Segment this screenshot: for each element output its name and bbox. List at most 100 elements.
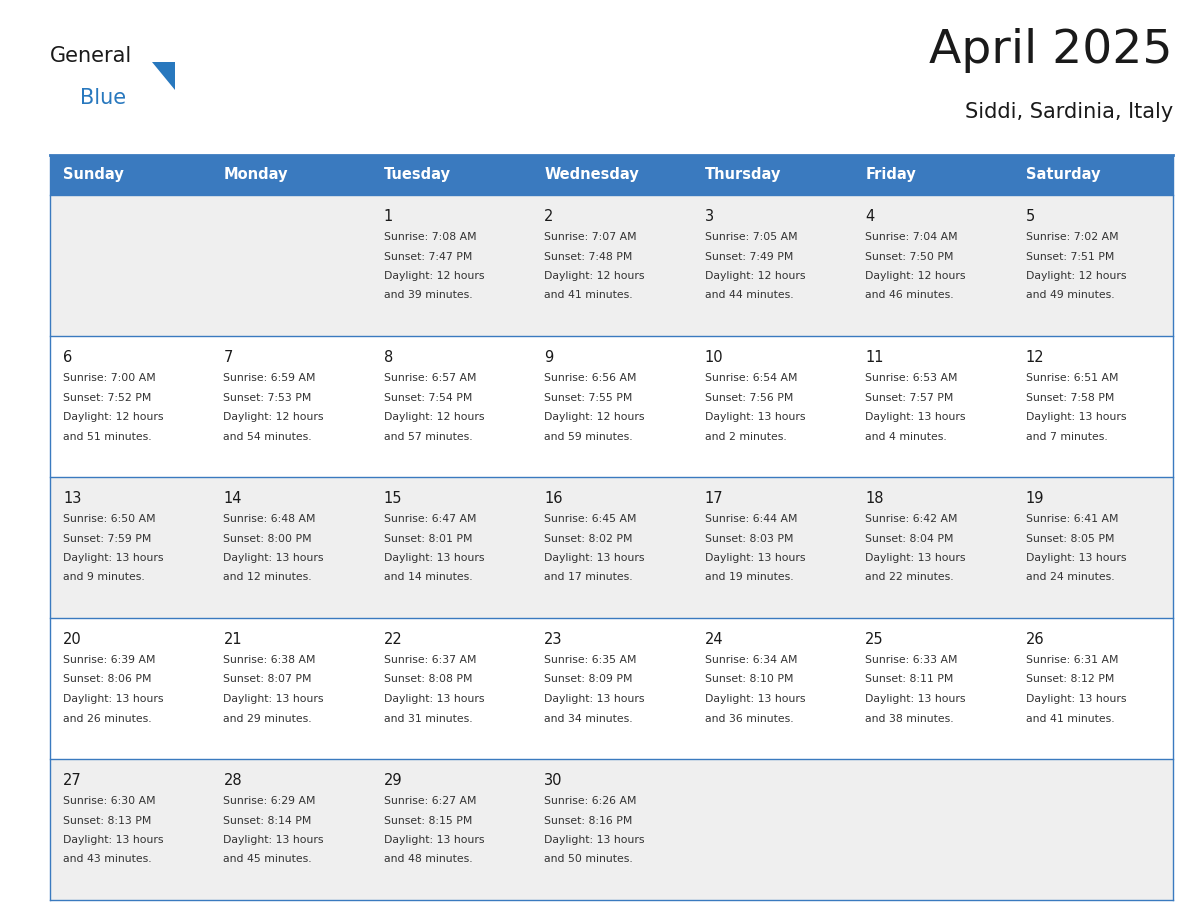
Text: 27: 27 [63, 773, 82, 788]
Text: Sunset: 8:11 PM: Sunset: 8:11 PM [865, 675, 954, 685]
Text: Sunrise: 6:54 AM: Sunrise: 6:54 AM [704, 373, 797, 383]
Text: Sunrise: 6:34 AM: Sunrise: 6:34 AM [704, 655, 797, 665]
Text: Sunset: 8:12 PM: Sunset: 8:12 PM [1025, 675, 1114, 685]
Text: Daylight: 12 hours: Daylight: 12 hours [1025, 271, 1126, 281]
Text: Daylight: 13 hours: Daylight: 13 hours [1025, 553, 1126, 563]
Text: 26: 26 [1025, 632, 1044, 647]
Text: Sunrise: 6:41 AM: Sunrise: 6:41 AM [1025, 514, 1118, 524]
Text: 13: 13 [63, 491, 81, 506]
Text: 2: 2 [544, 209, 554, 224]
Text: Daylight: 13 hours: Daylight: 13 hours [223, 553, 324, 563]
Text: Daylight: 12 hours: Daylight: 12 hours [544, 271, 645, 281]
Text: Sunset: 7:50 PM: Sunset: 7:50 PM [865, 252, 954, 262]
Text: Sunset: 8:06 PM: Sunset: 8:06 PM [63, 675, 152, 685]
Text: 29: 29 [384, 773, 403, 788]
Text: 9: 9 [544, 350, 554, 365]
Text: and 44 minutes.: and 44 minutes. [704, 290, 794, 300]
Text: Daylight: 13 hours: Daylight: 13 hours [865, 694, 966, 704]
Text: Daylight: 13 hours: Daylight: 13 hours [1025, 412, 1126, 422]
FancyBboxPatch shape [50, 477, 1173, 618]
Text: Wednesday: Wednesday [544, 167, 639, 183]
Text: Daylight: 12 hours: Daylight: 12 hours [63, 412, 164, 422]
Text: Daylight: 13 hours: Daylight: 13 hours [544, 694, 645, 704]
Text: Sunset: 7:57 PM: Sunset: 7:57 PM [865, 393, 954, 402]
Text: 24: 24 [704, 632, 723, 647]
Text: Sunset: 8:05 PM: Sunset: 8:05 PM [1025, 533, 1114, 543]
Text: Sunrise: 7:04 AM: Sunrise: 7:04 AM [865, 232, 958, 242]
FancyBboxPatch shape [50, 336, 1173, 477]
FancyBboxPatch shape [50, 759, 1173, 900]
Text: Sunday: Sunday [63, 167, 124, 183]
Text: Sunset: 8:10 PM: Sunset: 8:10 PM [704, 675, 794, 685]
Text: Sunset: 8:03 PM: Sunset: 8:03 PM [704, 533, 794, 543]
Text: Daylight: 13 hours: Daylight: 13 hours [544, 553, 645, 563]
Text: Sunset: 7:49 PM: Sunset: 7:49 PM [704, 252, 794, 262]
Text: Sunrise: 6:29 AM: Sunrise: 6:29 AM [223, 796, 316, 806]
Text: Saturday: Saturday [1025, 167, 1100, 183]
Text: Sunrise: 6:35 AM: Sunrise: 6:35 AM [544, 655, 637, 665]
Text: Daylight: 13 hours: Daylight: 13 hours [544, 835, 645, 845]
Text: 8: 8 [384, 350, 393, 365]
Text: Blue: Blue [80, 88, 126, 108]
Text: 7: 7 [223, 350, 233, 365]
Text: and 50 minutes.: and 50 minutes. [544, 855, 633, 865]
Text: Sunrise: 6:50 AM: Sunrise: 6:50 AM [63, 514, 156, 524]
Text: 30: 30 [544, 773, 563, 788]
Text: and 54 minutes.: and 54 minutes. [223, 431, 312, 442]
Text: Sunrise: 6:48 AM: Sunrise: 6:48 AM [223, 514, 316, 524]
FancyBboxPatch shape [50, 618, 1173, 759]
Text: Daylight: 13 hours: Daylight: 13 hours [63, 694, 164, 704]
Text: and 2 minutes.: and 2 minutes. [704, 431, 786, 442]
Text: Sunset: 7:48 PM: Sunset: 7:48 PM [544, 252, 633, 262]
Text: 22: 22 [384, 632, 403, 647]
Text: Daylight: 13 hours: Daylight: 13 hours [704, 553, 805, 563]
Text: 25: 25 [865, 632, 884, 647]
Text: Daylight: 13 hours: Daylight: 13 hours [1025, 694, 1126, 704]
Text: 3: 3 [704, 209, 714, 224]
Text: Daylight: 12 hours: Daylight: 12 hours [865, 271, 966, 281]
Text: and 9 minutes.: and 9 minutes. [63, 573, 145, 583]
Text: Sunrise: 6:30 AM: Sunrise: 6:30 AM [63, 796, 156, 806]
Text: Daylight: 12 hours: Daylight: 12 hours [223, 412, 324, 422]
Text: Daylight: 12 hours: Daylight: 12 hours [704, 271, 805, 281]
Text: and 4 minutes.: and 4 minutes. [865, 431, 947, 442]
Text: Sunset: 7:55 PM: Sunset: 7:55 PM [544, 393, 633, 402]
Text: and 24 minutes.: and 24 minutes. [1025, 573, 1114, 583]
Text: Sunrise: 6:37 AM: Sunrise: 6:37 AM [384, 655, 476, 665]
Text: 19: 19 [1025, 491, 1044, 506]
Text: Daylight: 13 hours: Daylight: 13 hours [63, 553, 164, 563]
Text: 11: 11 [865, 350, 884, 365]
FancyBboxPatch shape [50, 155, 1173, 195]
Text: Sunrise: 6:56 AM: Sunrise: 6:56 AM [544, 373, 637, 383]
Text: 10: 10 [704, 350, 723, 365]
Text: April 2025: April 2025 [929, 28, 1173, 73]
Text: Sunrise: 6:42 AM: Sunrise: 6:42 AM [865, 514, 958, 524]
Text: Sunrise: 6:59 AM: Sunrise: 6:59 AM [223, 373, 316, 383]
Text: Sunrise: 6:39 AM: Sunrise: 6:39 AM [63, 655, 156, 665]
Text: Sunset: 8:07 PM: Sunset: 8:07 PM [223, 675, 312, 685]
Text: Sunset: 8:00 PM: Sunset: 8:00 PM [223, 533, 312, 543]
Text: and 17 minutes.: and 17 minutes. [544, 573, 633, 583]
Text: Sunrise: 6:31 AM: Sunrise: 6:31 AM [1025, 655, 1118, 665]
Text: Monday: Monday [223, 167, 287, 183]
Text: and 46 minutes.: and 46 minutes. [865, 290, 954, 300]
Text: and 59 minutes.: and 59 minutes. [544, 431, 633, 442]
Text: General: General [50, 46, 132, 66]
Text: Daylight: 12 hours: Daylight: 12 hours [384, 412, 485, 422]
Text: and 29 minutes.: and 29 minutes. [223, 713, 312, 723]
Text: Sunset: 8:09 PM: Sunset: 8:09 PM [544, 675, 633, 685]
Text: 21: 21 [223, 632, 242, 647]
Text: Sunrise: 6:53 AM: Sunrise: 6:53 AM [865, 373, 958, 383]
Text: 23: 23 [544, 632, 563, 647]
Text: and 26 minutes.: and 26 minutes. [63, 713, 152, 723]
Text: and 7 minutes.: and 7 minutes. [1025, 431, 1107, 442]
Text: Friday: Friday [865, 167, 916, 183]
Text: Sunrise: 7:00 AM: Sunrise: 7:00 AM [63, 373, 156, 383]
Text: Sunrise: 6:44 AM: Sunrise: 6:44 AM [704, 514, 797, 524]
Text: Sunset: 8:08 PM: Sunset: 8:08 PM [384, 675, 473, 685]
Text: Sunset: 8:14 PM: Sunset: 8:14 PM [223, 815, 311, 825]
Text: and 45 minutes.: and 45 minutes. [223, 855, 312, 865]
Text: Sunrise: 6:51 AM: Sunrise: 6:51 AM [1025, 373, 1118, 383]
Text: Sunset: 8:04 PM: Sunset: 8:04 PM [865, 533, 954, 543]
Text: and 41 minutes.: and 41 minutes. [544, 290, 633, 300]
